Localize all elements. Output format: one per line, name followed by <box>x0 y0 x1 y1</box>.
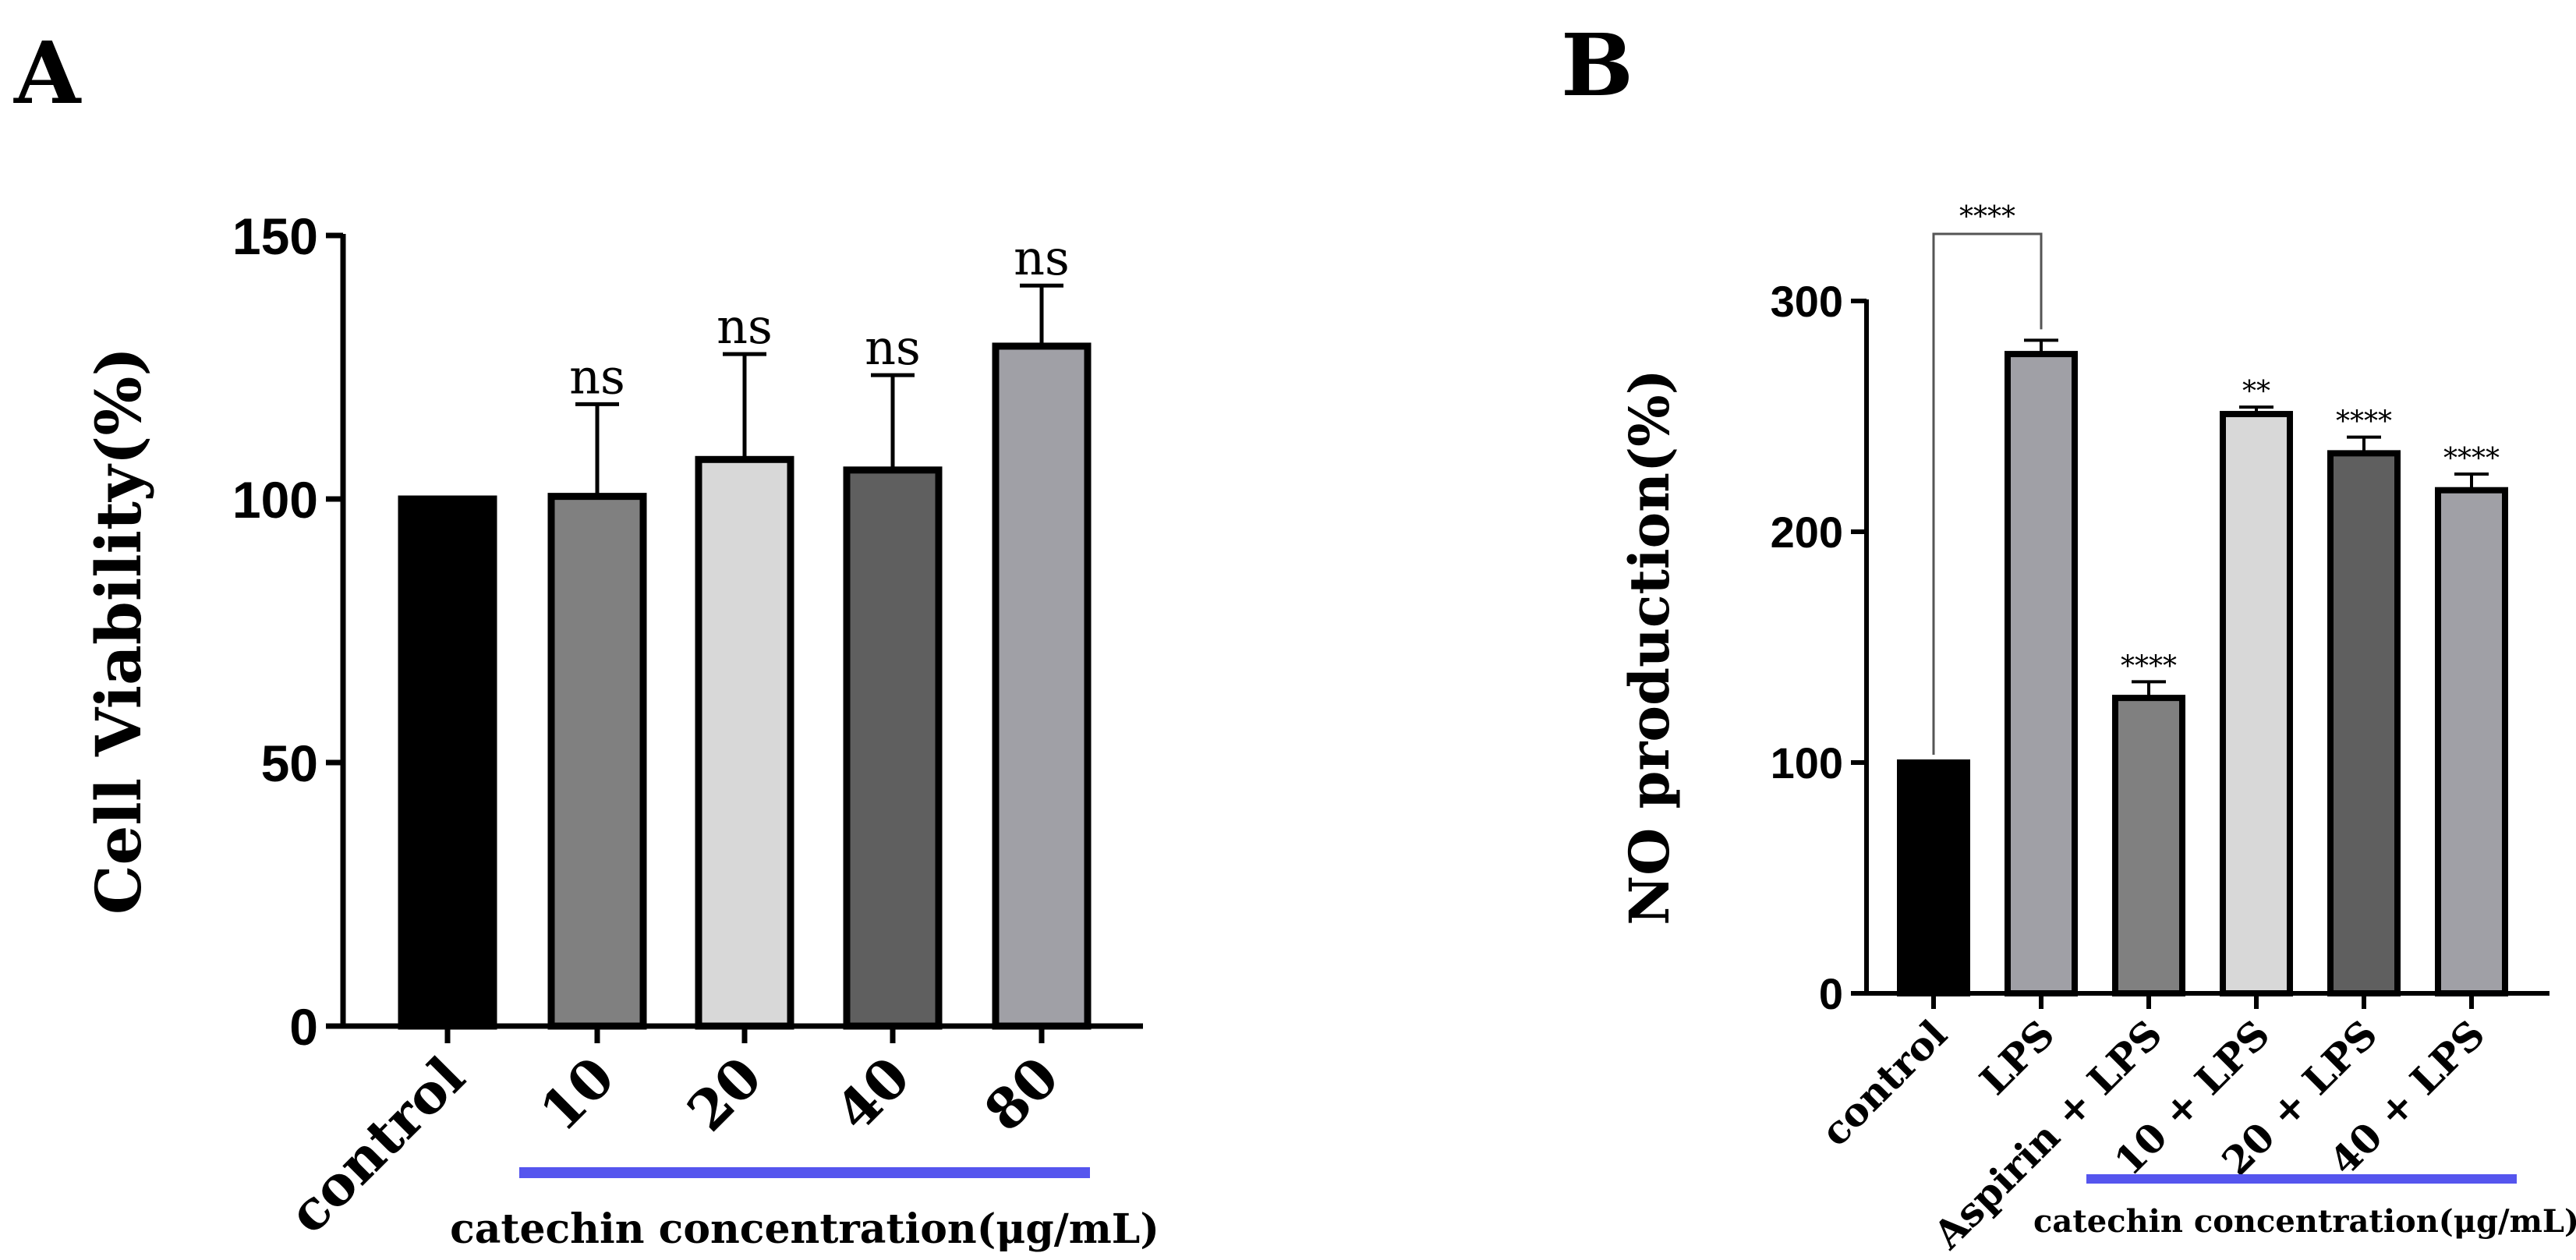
bar-0 <box>1897 759 1970 996</box>
y-tick-label: 300 <box>1771 277 1843 326</box>
y-axis-label: NO production(%) <box>1617 369 1682 926</box>
bar-0 <box>398 495 497 1030</box>
significance-label: ns <box>569 348 625 405</box>
bracket-significance-label: **** <box>1959 201 2015 233</box>
group-label: catechin concentration(μg/mL) <box>450 1205 1159 1253</box>
panel-b-letter: B <box>1561 15 1633 115</box>
bar-3 <box>2220 411 2293 996</box>
significance-label: ** <box>2242 376 2270 408</box>
y-tick-label: 50 <box>261 734 318 792</box>
y-tick-label: 100 <box>1771 738 1843 788</box>
bar-4 <box>2327 450 2401 996</box>
bar-1 <box>547 493 647 1030</box>
bar-1 <box>2005 351 2078 996</box>
y-tick-label: 200 <box>1771 508 1843 557</box>
x-tick-label: LPS <box>1971 1011 2064 1104</box>
significance-label: **** <box>2443 443 2500 475</box>
y-tick-label: 150 <box>232 207 318 265</box>
x-tick-label: 80 <box>971 1044 1071 1144</box>
bar-2 <box>695 455 794 1030</box>
significance-label: ns <box>865 319 921 376</box>
significance-label: ns <box>717 298 773 355</box>
x-tick-label: 10 <box>527 1044 627 1144</box>
x-tick-label: 20 <box>674 1044 774 1144</box>
chart-a: 0 50 100 150 Cell Viability(%) control ns 10 ns 2… <box>82 207 1159 1253</box>
bar-4 <box>992 342 1092 1030</box>
x-tick-label: control <box>275 1044 477 1246</box>
group-label: catechin concentration(μg/mL) <box>2033 1203 2576 1240</box>
y-tick-label: 100 <box>232 471 318 529</box>
x-tick-label: control <box>1812 1011 1956 1156</box>
panel-a-letter: A <box>13 23 82 123</box>
significance-label: **** <box>2336 406 2392 438</box>
y-axis-label: Cell Viability(%) <box>82 347 155 915</box>
x-tick-label: 40 <box>823 1044 922 1144</box>
significance-label: ns <box>1014 229 1070 286</box>
significance-label: **** <box>2121 650 2177 682</box>
bar-5 <box>2435 487 2508 996</box>
comparison-bracket <box>1932 232 2043 755</box>
bar-2 <box>2112 695 2185 996</box>
y-tick-label: 0 <box>289 998 318 1056</box>
bar-3 <box>843 466 943 1030</box>
y-tick-label: 0 <box>1819 969 1843 1018</box>
